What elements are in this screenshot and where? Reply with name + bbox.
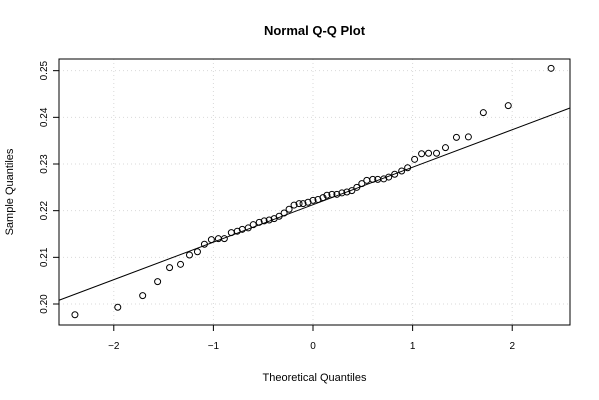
data-point [328, 190, 336, 198]
x-tick-label: −2 [108, 341, 120, 352]
y-tick-label: 0.20 [39, 294, 50, 314]
data-point [452, 133, 460, 141]
data-point [177, 260, 185, 268]
data-point [353, 183, 361, 191]
data-point [323, 191, 331, 199]
data-point [249, 221, 257, 229]
data-point [369, 175, 377, 183]
data-points [71, 64, 555, 319]
y-tick-label: 0.25 [39, 60, 50, 80]
x-tick-label: 1 [410, 341, 416, 352]
data-point [220, 235, 228, 243]
x-tick-label: 0 [310, 341, 316, 352]
data-point [433, 149, 441, 157]
data-point [71, 311, 79, 319]
data-point [358, 180, 366, 188]
data-point [547, 64, 555, 72]
x-axis: −2 −1 0 1 2 [108, 325, 515, 352]
y-tick-label: 0.23 [39, 154, 50, 174]
data-point [504, 102, 512, 110]
data-point [398, 167, 406, 175]
data-point [338, 189, 346, 197]
x-tick-label: 2 [509, 341, 515, 352]
data-point [244, 224, 252, 232]
data-point [411, 155, 419, 163]
data-point [348, 187, 356, 195]
data-point [425, 149, 433, 157]
data-point [464, 133, 472, 141]
y-axis: 0.20 0.21 0.22 0.23 0.24 0.25 [39, 60, 59, 314]
data-point [114, 303, 122, 311]
chart-title: Normal Q-Q Plot [264, 23, 366, 38]
data-point [441, 144, 449, 152]
x-axis-label: Theoretical Quantiles [263, 372, 367, 384]
data-point [275, 212, 283, 220]
y-tick-label: 0.22 [39, 200, 50, 220]
data-point [166, 264, 174, 272]
data-point [295, 200, 303, 208]
data-point [139, 292, 147, 300]
data-point [154, 278, 162, 286]
data-point [200, 240, 208, 248]
data-point [479, 109, 487, 117]
data-point [333, 190, 341, 198]
data-point [255, 218, 263, 226]
y-axis-label: Sample Quantiles [4, 148, 16, 235]
y-tick-label: 0.24 [39, 107, 50, 127]
data-point [280, 209, 288, 217]
plot-frame [58, 58, 571, 326]
y-tick-label: 0.21 [39, 247, 50, 267]
data-point [193, 248, 201, 256]
data-point [207, 236, 215, 244]
data-point [309, 196, 317, 204]
data-point [299, 200, 307, 208]
reference-line [58, 107, 571, 301]
data-point [404, 164, 412, 172]
data-point [391, 170, 399, 178]
data-point [319, 194, 327, 202]
data-point [185, 251, 193, 259]
data-point [343, 188, 351, 196]
data-point [290, 201, 298, 209]
data-point [385, 173, 393, 181]
data-point [260, 217, 268, 225]
data-point [265, 216, 273, 224]
data-point [418, 150, 426, 158]
grid [59, 59, 570, 325]
x-tick-label: −1 [208, 341, 220, 352]
data-point [285, 205, 293, 213]
